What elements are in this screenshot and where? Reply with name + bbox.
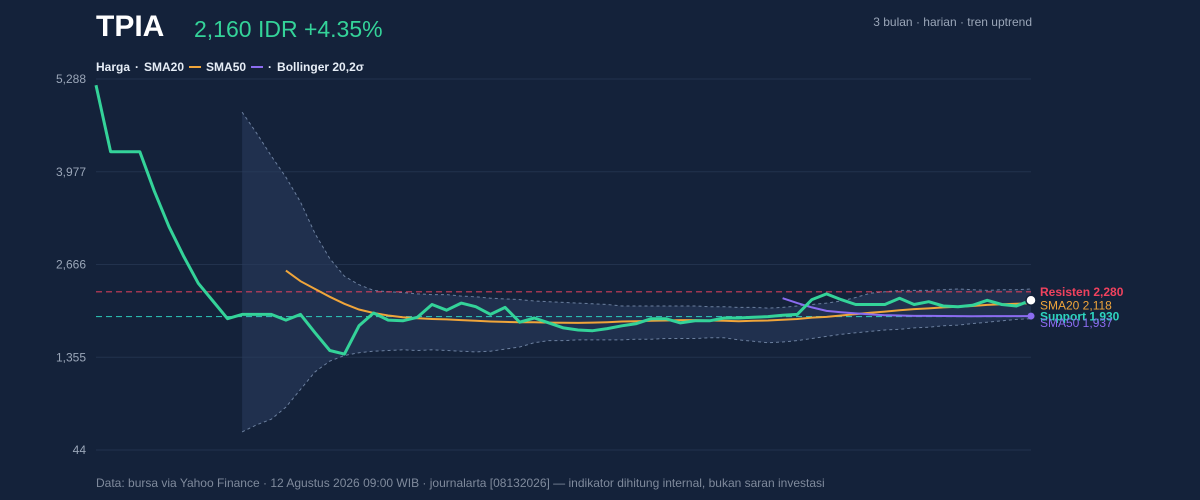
price-line [94,84,1032,356]
legend-price: Harga [96,60,131,74]
legend-bollinger: Bollinger 20,2σ [277,60,364,74]
price-change: 2,160 IDR +4.35% [194,16,383,42]
chart-legend: Harga · SMA20 SMA50 · Bollinger 20,2σ [96,60,364,74]
footer-source: Data: bursa via Yahoo Finance · 12 Agust… [96,476,825,490]
y-tick-label: 44 [73,443,87,457]
legend-sma50-swatch [251,66,264,68]
y-tick-label: 3,977 [56,165,86,179]
sma50-line [782,297,1031,318]
y-tick-label: 1,355 [56,350,86,364]
y-tick-label: 2,666 [56,258,86,272]
sma20-end-label: SMA20 2,118 [1040,298,1112,312]
bollinger-band-fill [242,112,1032,432]
support-label: Support 1,930 [1040,310,1120,324]
bollinger-upper-line [241,111,1032,309]
price-end-dot [1025,294,1037,307]
legend-sma20: SMA20 [144,60,185,74]
legend-separator: · [268,60,273,74]
chart-meta: 3 bulan · harian · tren uptrend [873,15,1032,29]
sma50-end-dot [1027,312,1035,320]
legend-sma50: SMA50 [206,60,247,74]
resistance-label: Resisten 2,280 [1040,285,1124,299]
legend-separator: · [135,60,140,74]
legend-sma20-swatch [189,66,202,68]
sma50-end-label: SMA50 1,937 [1040,316,1113,330]
y-tick-label: 5,288 [56,72,86,86]
ticker-symbol: TPIA [96,10,165,43]
